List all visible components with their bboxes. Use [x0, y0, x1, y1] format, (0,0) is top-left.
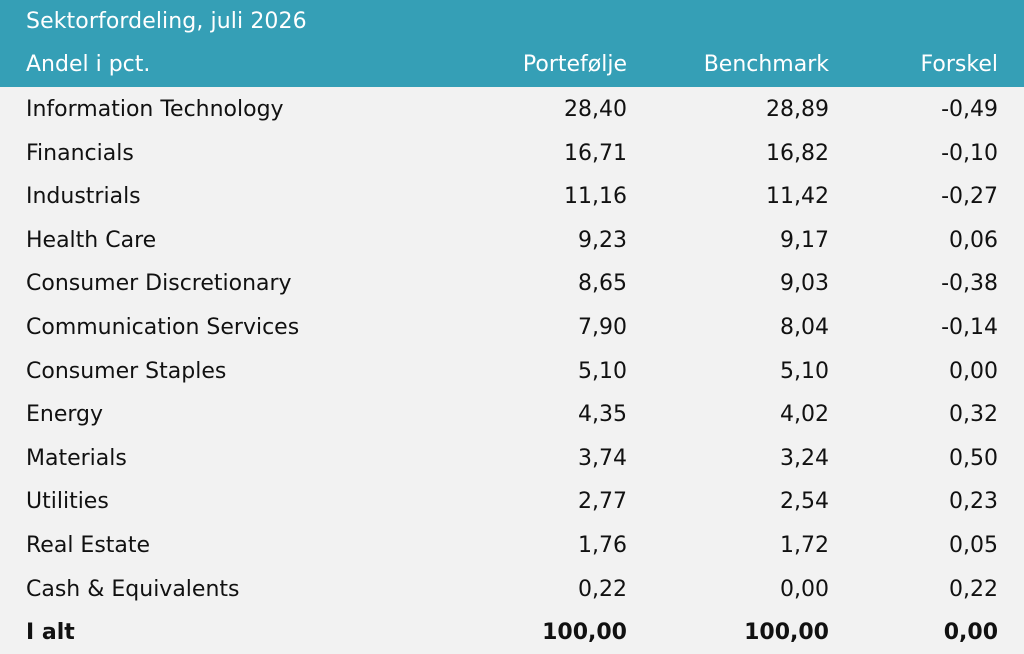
total-row: I alt 100,00 100,00 0,00: [0, 610, 1024, 654]
sector-name: Information Technology: [26, 97, 284, 122]
table-row: Communication Services 7,90 8,04 -0,14: [0, 305, 1024, 349]
column-header-portfolio: Portefølje: [522, 52, 627, 77]
benchmark-value: 0,00: [780, 576, 829, 602]
table-row: Industrials 11,16 11,42 -0,27: [0, 174, 1024, 218]
table-title: Sektorfordeling, juli 2026: [26, 9, 307, 34]
table-body: Information Technology 28,40 28,89 -0,49…: [0, 87, 1024, 654]
portfolio-value: 28,40: [564, 97, 627, 122]
difference-value: 0,06: [949, 227, 998, 253]
sector-name: Real Estate: [26, 532, 151, 558]
portfolio-value: 8,65: [578, 271, 627, 297]
table-row: Utilities 2,77 2,54 0,23: [0, 479, 1024, 523]
sector-name: Utilities: [26, 489, 109, 515]
difference-value: -0,27: [941, 184, 998, 210]
table-row: Energy 4,35 4,02 0,32: [0, 392, 1024, 436]
benchmark-value: 16,82: [766, 140, 829, 166]
benchmark-value: 1,72: [780, 532, 829, 558]
benchmark-value: 4,02: [780, 402, 829, 428]
sector-name: Financials: [26, 140, 134, 166]
difference-value: -0,38: [941, 271, 998, 297]
sector-name: Consumer Discretionary: [26, 271, 292, 297]
portfolio-value: 4,35: [578, 402, 627, 428]
benchmark-value: 3,24: [780, 445, 829, 471]
column-header-benchmark: Benchmark: [703, 52, 829, 77]
sector-name: Consumer Staples: [26, 358, 227, 384]
sector-name: Health Care: [26, 227, 157, 253]
table-row: Cash & Equivalents 0,22 0,00 0,22: [0, 567, 1024, 611]
total-label: I alt: [26, 620, 75, 646]
table-row: Consumer Discretionary 8,65 9,03 -0,38: [0, 261, 1024, 305]
sector-name: Materials: [26, 445, 127, 471]
benchmark-value: 8,04: [780, 314, 829, 340]
portfolio-value: 0,22: [578, 576, 627, 602]
portfolio-value: 5,10: [578, 358, 627, 384]
table-row: Information Technology 28,40 28,89 -0,49: [0, 87, 1024, 131]
portfolio-value: 11,16: [564, 184, 627, 210]
total-portfolio-value: 100,00: [542, 620, 627, 646]
column-header-row: Andel i pct. Portefølje Benchmark Forske…: [0, 52, 1024, 84]
difference-value: 0,00: [949, 358, 998, 384]
table-row: Consumer Staples 5,10 5,10 0,00: [0, 349, 1024, 393]
table-row: Materials 3,74 3,24 0,50: [0, 436, 1024, 480]
difference-value: -0,49: [941, 97, 998, 122]
sector-name: Energy: [26, 402, 104, 428]
portfolio-value: 7,90: [578, 314, 627, 340]
benchmark-value: 5,10: [780, 358, 829, 384]
sector-name: Cash & Equivalents: [26, 576, 240, 602]
sector-name: Communication Services: [26, 314, 300, 340]
sector-name: Industrials: [26, 184, 141, 210]
benchmark-value: 9,17: [780, 227, 829, 253]
table-row: Real Estate 1,76 1,72 0,05: [0, 523, 1024, 567]
portfolio-value: 16,71: [564, 140, 627, 166]
portfolio-value: 9,23: [578, 227, 627, 253]
portfolio-value: 1,76: [578, 532, 627, 558]
table-header: Sektorfordeling, juli 2026 Andel i pct. …: [0, 0, 1024, 87]
difference-value: -0,10: [941, 140, 998, 166]
portfolio-value: 2,77: [578, 489, 627, 515]
table-row: Health Care 9,23 9,17 0,06: [0, 218, 1024, 262]
table-row: Financials 16,71 16,82 -0,10: [0, 131, 1024, 175]
total-difference-value: 0,00: [943, 620, 998, 646]
difference-value: -0,14: [941, 314, 998, 340]
benchmark-value: 28,89: [766, 97, 829, 122]
portfolio-value: 3,74: [578, 445, 627, 471]
column-header-difference: Forskel: [920, 52, 998, 77]
difference-value: 0,23: [949, 489, 998, 515]
column-header-label: Andel i pct.: [26, 52, 151, 77]
benchmark-value: 9,03: [780, 271, 829, 297]
difference-value: 0,05: [949, 532, 998, 558]
difference-value: 0,32: [949, 402, 998, 428]
total-benchmark-value: 100,00: [744, 620, 829, 646]
benchmark-value: 2,54: [780, 489, 829, 515]
difference-value: 0,22: [949, 576, 998, 602]
difference-value: 0,50: [949, 445, 998, 471]
benchmark-value: 11,42: [766, 184, 829, 210]
